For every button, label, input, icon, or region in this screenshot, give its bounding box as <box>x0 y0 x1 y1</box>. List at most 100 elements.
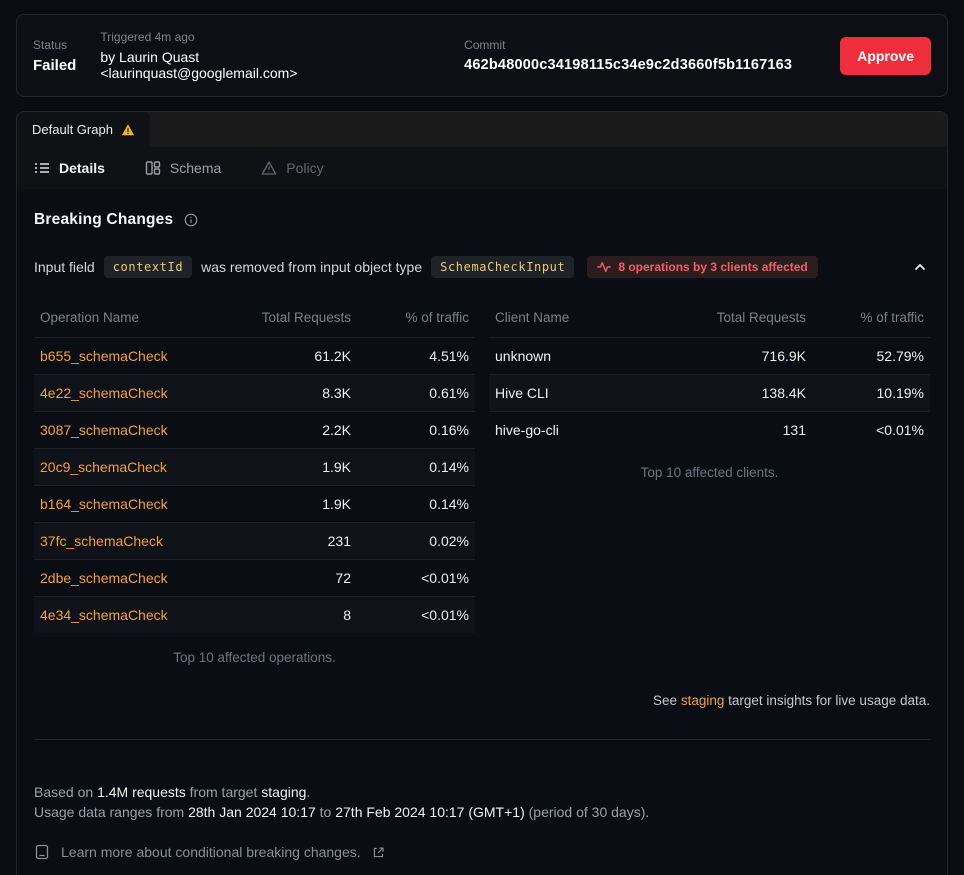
target-name: staging <box>261 784 307 800</box>
client-name-cell: hive-go-cli <box>495 422 559 438</box>
traffic-cell: <0.01% <box>421 607 469 623</box>
requests-count: 1.4M requests <box>97 784 186 800</box>
schema-icon <box>145 160 161 176</box>
staging-note-prefix: See <box>653 693 678 708</box>
policy-warning-icon <box>261 160 277 176</box>
traffic-cell: 0.14% <box>429 496 469 512</box>
requests-cell: 8 <box>343 607 351 623</box>
check-nav: Details Schema Policy <box>17 147 947 189</box>
commit-label: Commit <box>464 38 506 52</box>
breaking-changes-title: Breaking Changes <box>34 211 174 228</box>
commit-hash: 462b48000c34198115c34e9c2d3660f5b1167163 <box>464 57 793 73</box>
usage-tables: Operation Name Total Requests % of traff… <box>34 304 930 665</box>
status-label: Status <box>33 37 68 52</box>
operation-link[interactable]: b655_schemaCheck <box>40 348 168 364</box>
requests-cell: 72 <box>335 570 351 586</box>
clients-caption: Top 10 affected clients. <box>640 465 779 480</box>
clients-table-body: unknown 716.9K 52.79% Hive CLI 138.4K 10… <box>489 337 930 448</box>
book-icon <box>34 844 50 860</box>
graph-card: Default Graph Details Schema <box>16 111 948 875</box>
external-link-icon <box>372 846 385 859</box>
breaking-change-row[interactable]: Input field contextId was removed from i… <box>34 256 930 278</box>
col-total-requests: Total Requests <box>261 310 351 325</box>
table-row: unknown 716.9K 52.79% <box>489 337 930 374</box>
info-icon[interactable] <box>184 213 198 227</box>
based-on-line: Based on 1.4M requests from target stagi… <box>34 782 930 802</box>
col-traffic: % of traffic <box>405 310 469 325</box>
status-value: Failed <box>33 56 77 74</box>
range-from: 28th Jan 2024 10:17 <box>188 804 316 820</box>
operation-link[interactable]: b164_schemaCheck <box>40 496 168 512</box>
status-column: Status Failed <box>33 38 76 74</box>
operation-link[interactable]: 3087_schemaCheck <box>40 422 168 438</box>
table-row: b655_schemaCheck 61.2K 4.51% <box>34 337 475 374</box>
operation-link[interactable]: 4e34_schemaCheck <box>40 607 168 623</box>
range-to: 27th Feb 2024 10:17 (GMT+1) <box>335 804 525 820</box>
range-to-word: to <box>319 804 332 820</box>
change-middle: was removed from input object type <box>201 259 423 275</box>
operations-caption: Top 10 affected operations. <box>173 650 336 665</box>
traffic-cell: 0.02% <box>429 533 469 549</box>
based-prefix: Based on <box>34 784 94 800</box>
requests-cell: 716.9K <box>761 348 806 364</box>
triggered-label: Triggered 4m ago <box>100 30 195 44</box>
traffic-cell: <0.01% <box>421 570 469 586</box>
section-divider <box>34 739 930 740</box>
operations-table: Operation Name Total Requests % of traff… <box>34 304 475 665</box>
range-prefix: Usage data ranges from <box>34 804 185 820</box>
table-row: 2dbe_schemaCheck 72 <0.01% <box>34 559 475 596</box>
table-row: 4e34_schemaCheck 8 <0.01% <box>34 596 475 633</box>
traffic-cell: <0.01% <box>876 422 924 438</box>
traffic-cell: 10.19% <box>876 385 924 401</box>
based-suffix: . <box>306 784 311 800</box>
traffic-cell: 0.16% <box>429 422 469 438</box>
collapse-chevron-up-icon[interactable] <box>910 257 930 277</box>
col-client-name: Client Name <box>495 310 570 325</box>
traffic-cell: 4.51% <box>429 348 469 364</box>
staging-link[interactable]: staging <box>680 693 725 708</box>
traffic-cell: 52.79% <box>876 348 924 364</box>
staging-note-suffix: target insights for live usage data. <box>728 693 930 708</box>
col-total-requests: Total Requests <box>716 310 806 325</box>
requests-cell: 138.4K <box>761 385 806 401</box>
tab-policy[interactable]: Policy <box>261 160 324 176</box>
operation-link[interactable]: 20c9_schemaCheck <box>40 459 167 475</box>
tab-schema[interactable]: Schema <box>145 160 221 176</box>
table-row: hive-go-cli 131 <0.01% <box>489 411 930 448</box>
field-code-chip: contextId <box>103 256 193 278</box>
commit-column: Commit 462b48000c34198115c34e9c2d3660f5b… <box>464 38 792 73</box>
requests-cell: 2.2K <box>322 422 351 438</box>
date-range-line: Usage data ranges from 28th Jan 2024 10:… <box>34 802 930 822</box>
status-card: Status Failed Triggered 4m ago by Laurin… <box>16 14 948 97</box>
operation-link[interactable]: 37fc_schemaCheck <box>40 533 163 549</box>
operations-table-body: b655_schemaCheck 61.2K 4.51% 4e22_schema… <box>34 337 475 633</box>
approve-button[interactable]: Approve <box>840 36 931 75</box>
table-row: b164_schemaCheck 1.9K 0.14% <box>34 485 475 522</box>
table-row: 4e22_schemaCheck 8.3K 0.61% <box>34 374 475 411</box>
tab-default-graph[interactable]: Default Graph <box>17 112 150 147</box>
pulse-icon <box>597 260 612 274</box>
table-row: 3087_schemaCheck 2.2K 0.16% <box>34 411 475 448</box>
learn-more-link[interactable]: Learn more about conditional breaking ch… <box>34 844 930 860</box>
tab-details-label: Details <box>59 160 105 176</box>
tab-details[interactable]: Details <box>34 160 105 176</box>
requests-cell: 8.3K <box>322 385 351 401</box>
table-row: 37fc_schemaCheck 231 0.02% <box>34 522 475 559</box>
clients-table-header: Client Name Total Requests % of traffic <box>489 304 930 337</box>
operation-link[interactable]: 2dbe_schemaCheck <box>40 570 168 586</box>
affected-badge-label: 8 operations by 3 clients affected <box>618 260 808 274</box>
operations-table-header: Operation Name Total Requests % of traff… <box>34 304 475 337</box>
warning-icon <box>121 123 135 137</box>
triggered-column: Triggered 4m ago by Laurin Quast <laurin… <box>100 30 368 81</box>
check-details-content: Breaking Changes Input field contextId w… <box>17 189 947 875</box>
col-operation-name: Operation Name <box>40 310 140 325</box>
client-name-cell: unknown <box>495 348 552 364</box>
learn-more-label: Learn more about conditional breaking ch… <box>61 844 361 860</box>
table-row: Hive CLI 138.4K 10.19% <box>489 374 930 411</box>
affected-badge: 8 operations by 3 clients affected <box>587 256 818 278</box>
requests-cell: 131 <box>782 422 806 438</box>
operation-link[interactable]: 4e22_schemaCheck <box>40 385 168 401</box>
tab-policy-label: Policy <box>286 160 324 176</box>
usage-summary: Based on 1.4M requests from target stagi… <box>34 782 930 822</box>
